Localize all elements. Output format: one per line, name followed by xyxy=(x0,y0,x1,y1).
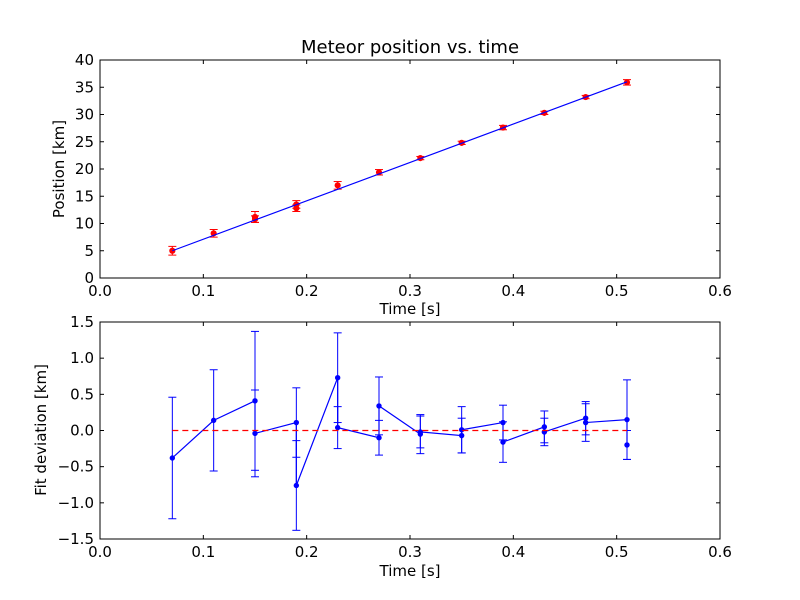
bottom-y-tick-label: 0.5 xyxy=(70,385,94,403)
bottom-ticks: 0.0 0.1 0.2 0.3 0.4 0.5 0.6 −1.5 −1.0 −0.5 0.0 0.5 1… xyxy=(58,313,732,561)
data-point xyxy=(334,424,341,431)
top-chart-title: Meteor position vs. time xyxy=(301,37,519,58)
data-point xyxy=(334,182,341,189)
bottom-x-tick-label: 0.5 xyxy=(605,543,629,561)
bottom-plot-marks xyxy=(168,330,631,531)
top-y-axis-label: Position [km] xyxy=(50,120,68,218)
top-x-tick-label: 0.0 xyxy=(88,282,112,300)
top-x-tick-label: 0.4 xyxy=(501,282,525,300)
top-x-tick-label: 0.3 xyxy=(398,282,422,300)
bottom-x-tick-label: 0.2 xyxy=(295,543,319,561)
bottom-y-tick-label: −1.0 xyxy=(58,494,94,512)
data-point xyxy=(624,416,630,423)
top-y-tick-label: 10 xyxy=(75,215,94,233)
bottom-y-tick-label: −0.5 xyxy=(58,458,94,476)
top-y-tick-label: 35 xyxy=(75,78,94,96)
bottom-x-axis-label: Time [s] xyxy=(379,562,441,580)
data-point xyxy=(417,429,424,435)
bottom-x-tick-label: 0.6 xyxy=(708,543,732,561)
data-point xyxy=(252,430,258,437)
data-point xyxy=(500,439,506,445)
data-point xyxy=(624,442,630,448)
data-point xyxy=(293,205,300,212)
bottom-x-tick-label: 0.1 xyxy=(191,543,215,561)
top-y-tick-label: 30 xyxy=(75,106,94,124)
top-y-tick-label: 25 xyxy=(75,133,94,151)
bottom-y-tick-label: −1.5 xyxy=(58,530,94,548)
top-y-tick-label: 40 xyxy=(75,51,94,69)
bottom-y-tick-label: 0.0 xyxy=(70,422,94,440)
bottom-y-tick-label: 1.0 xyxy=(70,349,94,367)
data-point xyxy=(210,417,217,424)
data-point xyxy=(458,427,465,433)
top-y-tick-label: 5 xyxy=(84,242,94,260)
top-x-tick-label: 0.2 xyxy=(295,282,319,300)
data-point xyxy=(376,403,382,409)
top-y-tick-label: 20 xyxy=(75,160,94,178)
top-x-axis-label: Time [s] xyxy=(379,300,441,318)
bottom-y-tick-label: 1.5 xyxy=(70,313,94,331)
top-x-tick-label: 0.5 xyxy=(605,282,629,300)
data-point xyxy=(293,419,300,426)
data-point xyxy=(169,247,176,254)
fit-line xyxy=(172,81,628,252)
top-y-tick-label: 15 xyxy=(75,187,94,205)
bottom-x-tick-label: 0.0 xyxy=(88,543,112,561)
bottom-plot: 0.0 0.1 0.2 0.3 0.4 0.5 0.6 −1.5 −1.0 −0.5 0.0 0.5 1… xyxy=(32,313,732,580)
top-x-tick-label: 0.1 xyxy=(191,282,215,300)
top-y-tick-label: 0 xyxy=(84,269,94,287)
bottom-x-tick-label: 0.3 xyxy=(398,543,422,561)
data-point xyxy=(169,455,176,461)
data-point xyxy=(582,419,589,426)
bottom-y-axis-label: Fit deviation [km] xyxy=(32,364,50,496)
data-point xyxy=(376,435,382,441)
data-point xyxy=(293,482,300,489)
top-plot-marks xyxy=(168,79,631,256)
top-plot: Meteor position vs. time 0.0 0.1 0.2 0.3 0.4… xyxy=(50,37,732,318)
top-x-tick-label: 0.6 xyxy=(708,282,732,300)
bottom-x-tick-label: 0.4 xyxy=(501,543,525,561)
top-ticks: 0.0 0.1 0.2 0.3 0.4 0.5 0.6 0 5 10 15 20 25 30 35 40 xyxy=(75,51,732,300)
data-point xyxy=(334,374,341,381)
